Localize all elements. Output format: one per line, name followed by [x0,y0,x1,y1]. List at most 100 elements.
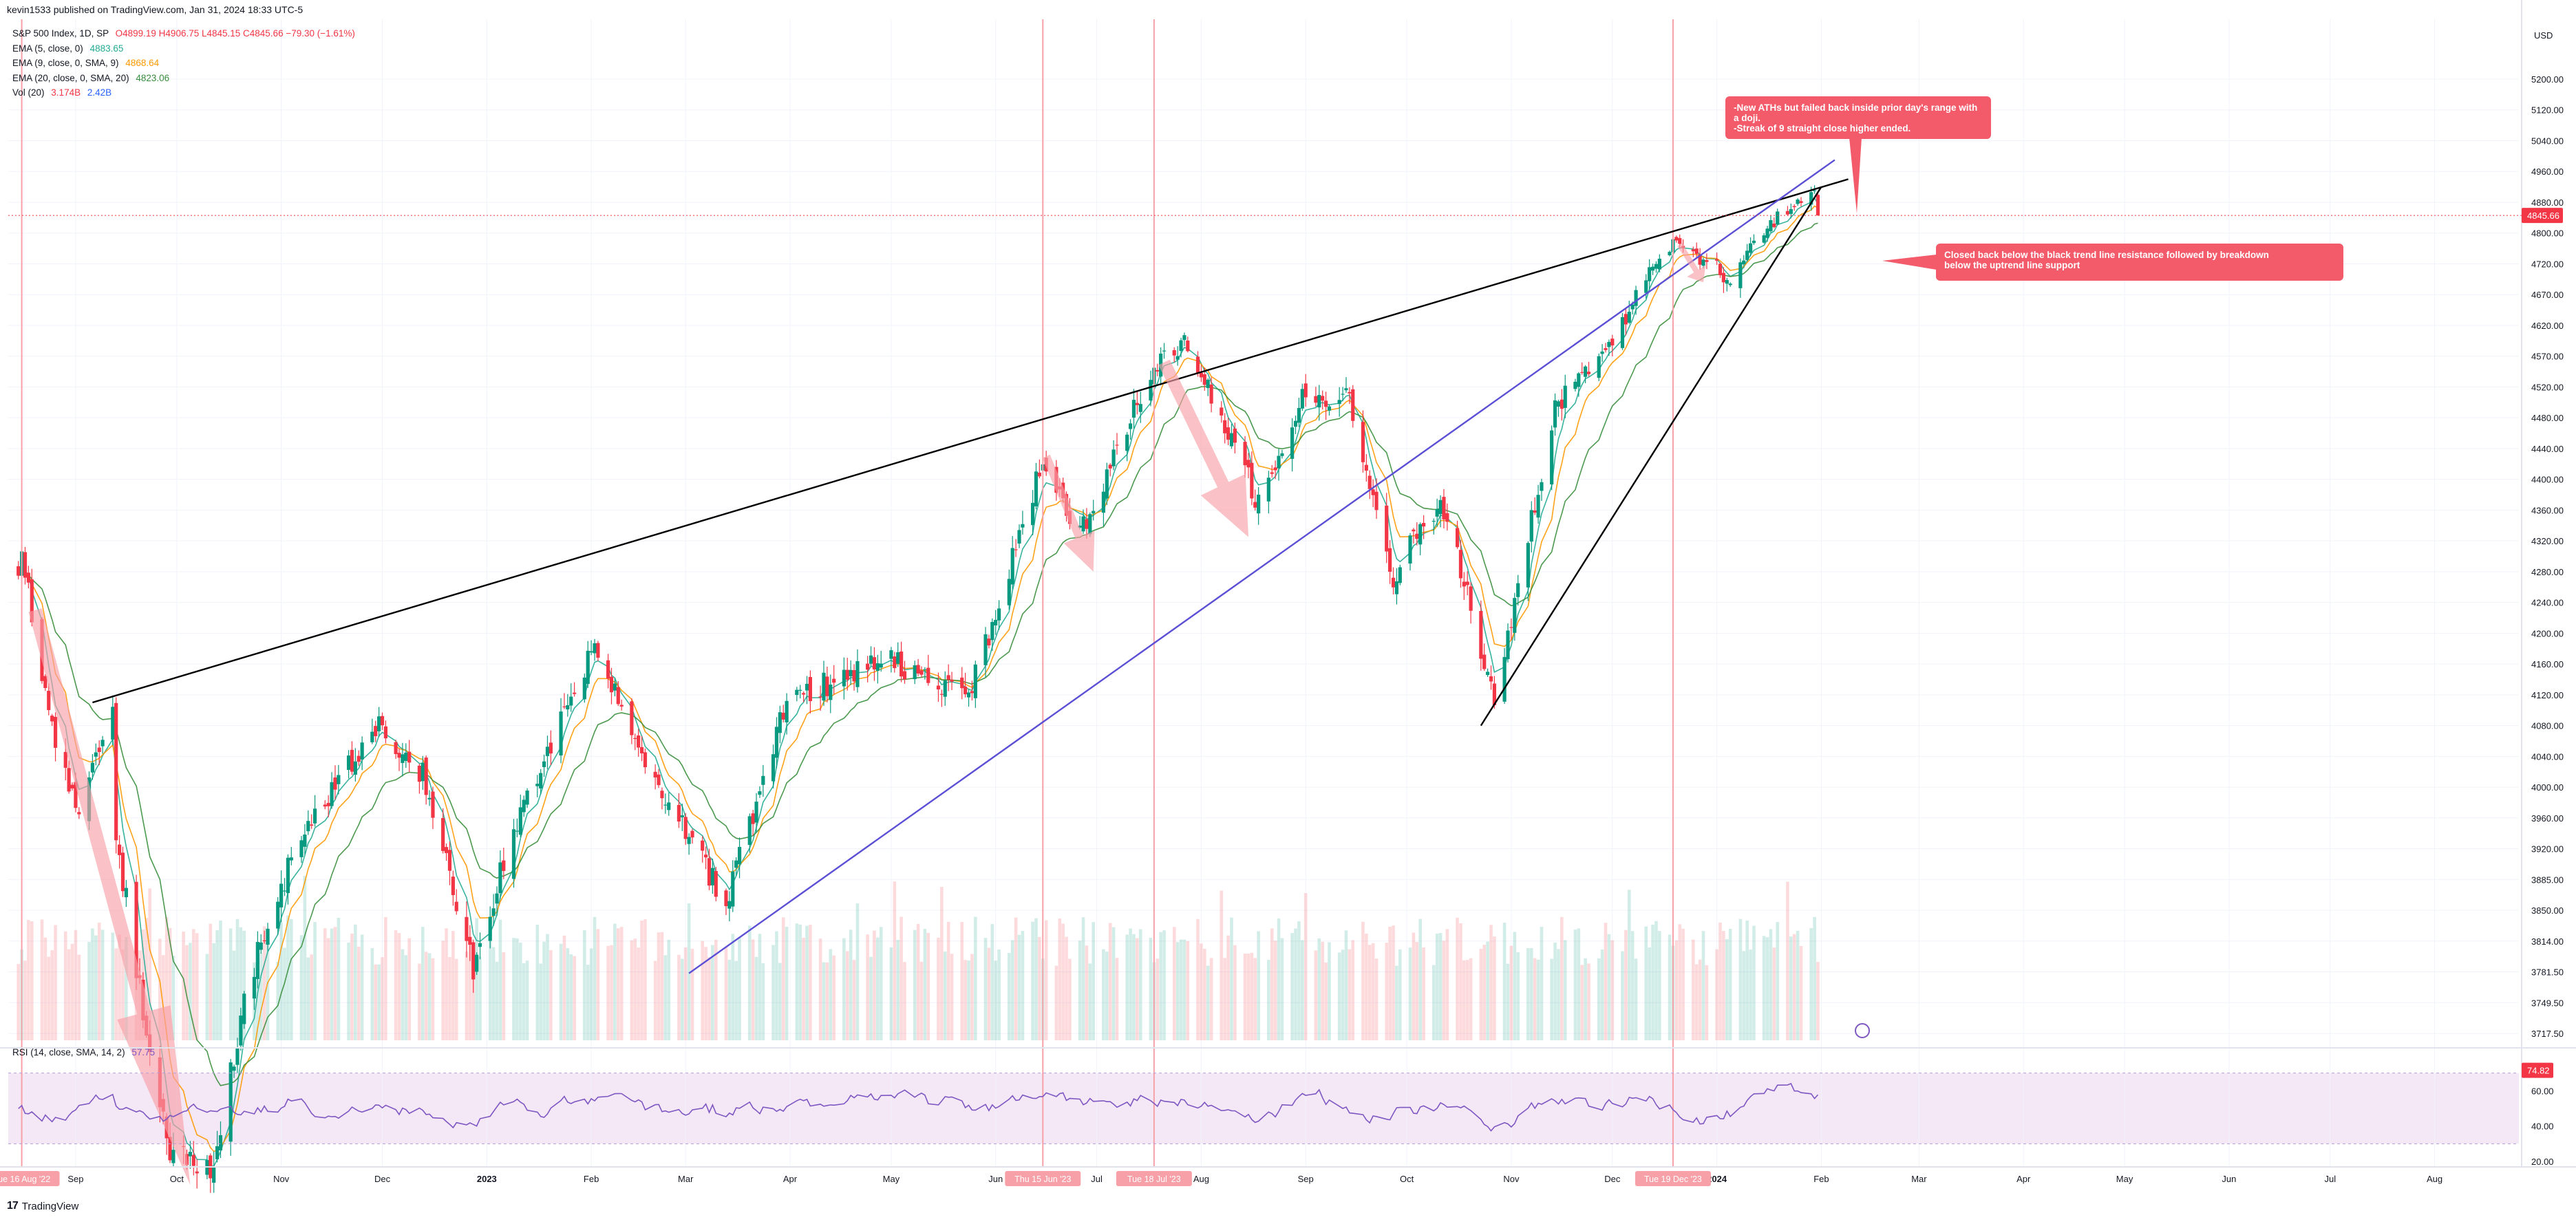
candle-body [215,1146,220,1159]
volume-bar [704,947,707,1040]
callout-breakdown[interactable]: Closed back below the black trend line r… [1936,244,2343,281]
candle-body [53,716,58,748]
candle-body [1172,350,1176,356]
volume-bar [313,922,317,1040]
candle-body [893,656,897,668]
candle-body [255,942,259,979]
candle-body [1431,521,1436,522]
volume-bar [559,943,563,1040]
candle-body [845,669,849,680]
candle-body [282,890,287,892]
candle-body [680,815,684,817]
candle-body [1277,455,1281,469]
candle-body [964,686,968,695]
volume-bar [54,925,57,1040]
candle-body [1721,272,1725,283]
candle-body [1138,404,1142,412]
volume-bar [1584,958,1587,1040]
volume-bar [209,923,213,1040]
x-tick-label: Oct [170,1174,184,1184]
candle-body [987,638,991,646]
candle-body [923,669,927,670]
symbol-label: S&P 500 Index, 1D, SP [12,28,109,39]
candle-body [1506,630,1510,660]
volume-bar [161,955,165,1040]
candle-body [1816,195,1820,216]
candle-body [842,669,846,687]
candle-body [259,942,263,950]
volume-bar [468,945,472,1040]
volume-bar [1580,965,1584,1040]
volume-bar [1149,937,1153,1040]
x-tick-label: Aug [2427,1174,2442,1184]
candle-body [279,883,284,908]
volume-bar [866,934,869,1040]
volume-bar [171,956,175,1040]
candle-body [1435,508,1439,517]
y-tick-label: 3781.50 [2531,967,2564,978]
volume-bar [781,917,785,1040]
candle-body [1250,462,1254,499]
volume-bar [778,963,782,1040]
volume-bar [566,948,570,1040]
volume-bar [1813,916,1816,1040]
candle-body [1469,586,1473,611]
volume-bar [347,942,350,1040]
candle-body [639,747,644,753]
candle-body [168,1137,172,1161]
candle-body [111,707,115,740]
candle-body [1489,676,1493,682]
date-marker-tag [1116,1171,1192,1186]
volume-bar [1648,947,1651,1040]
candle-body [522,799,526,813]
candle-body [468,936,472,945]
volume-bar [30,921,34,1040]
volume-bar [1809,927,1813,1040]
candle-body [990,622,994,641]
tradingview-branding[interactable]: 17 TradingView [7,1200,78,1212]
volume-bar [370,948,374,1040]
candle-body [966,692,971,698]
candle-body [67,768,71,792]
volume-bar [1772,947,1776,1040]
candle-body [1229,433,1234,447]
volume-bar [1728,928,1732,1040]
candle-body [1668,251,1672,256]
volume-bar [683,947,688,1040]
rsi-legend: RSI (14, close, SMA, 14, 2) 57.75 [12,1047,155,1057]
candle-body [1131,400,1136,418]
callout-new-ath[interactable]: -New ATHs but failed back inside prior d… [1725,96,1991,139]
volume-bar [424,952,428,1040]
volume-bar [303,875,307,1040]
candle-body [228,1062,233,1142]
volume-bar [1111,927,1116,1040]
candle-body [596,643,600,658]
volume-bar [1395,965,1398,1040]
volume-bar [50,950,54,1040]
volume-bar [589,948,593,1040]
volume-bar [900,916,903,1040]
candle-body [751,813,755,824]
candle-body [1323,400,1328,407]
volume-bar [43,937,47,1040]
candle-body [1128,423,1133,429]
candle-body [356,755,361,762]
candle-body [936,685,941,689]
volume-bar [798,924,802,1040]
volume-bar [1344,930,1348,1040]
candle-body [1037,472,1041,477]
volume-bar [502,952,506,1040]
candle-body [1772,223,1776,228]
x-tick-label: Feb [584,1174,599,1184]
candle-body [330,782,334,806]
candle-body [1691,249,1695,252]
y-tick-label: 4520.00 [2531,382,2564,392]
x-tick-label: Oct [1400,1174,1414,1184]
y-tick-label: 3960.00 [2531,813,2564,824]
candle-body [822,672,826,701]
candle-body [444,847,449,853]
candle-body [188,1152,193,1157]
volume-bar [1431,965,1436,1040]
candle-body [1111,449,1116,466]
